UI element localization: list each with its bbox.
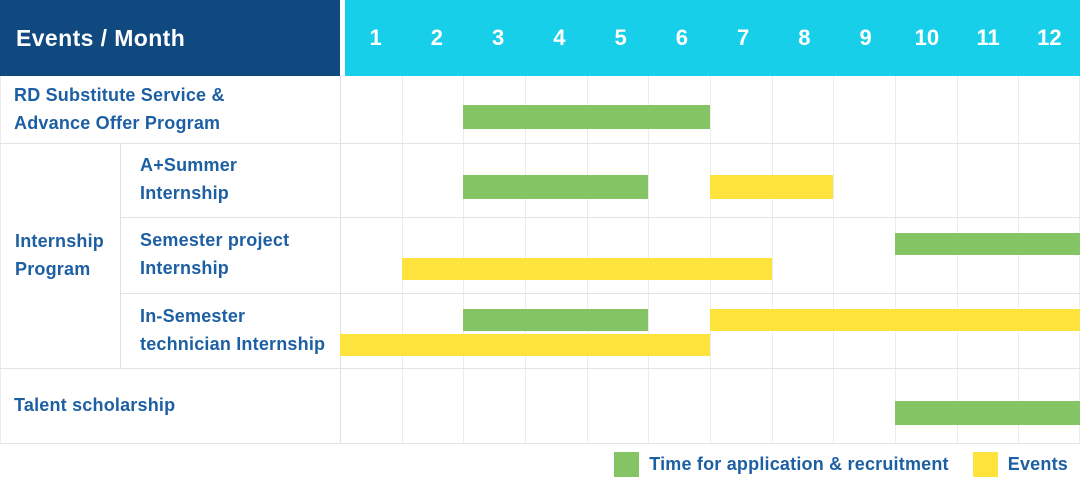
gantt-table: Events / Month 1 2 3 4 5 6 7 8 9 10 11 12 RD Substi… xyxy=(0,0,1080,444)
row-label: In-Semester technician Internship xyxy=(140,305,326,354)
gantt-bar-application xyxy=(463,104,710,129)
grid-line xyxy=(0,143,1080,144)
grid-line xyxy=(833,76,835,443)
gantt-bar-events xyxy=(340,334,710,356)
legend-item: Time for application & recruitment xyxy=(614,452,949,477)
month-header-cell: 6 xyxy=(675,25,688,50)
month-header-cell: 7 xyxy=(737,25,750,50)
legend-label: Time for application & recruitment xyxy=(649,454,949,474)
month-header-cell: 1 xyxy=(369,25,382,50)
gantt-bar-events xyxy=(401,258,772,280)
grid-line xyxy=(120,217,1080,218)
month-header-cell: 8 xyxy=(798,25,811,50)
gantt-bar-application xyxy=(463,175,649,199)
grid-line xyxy=(895,76,896,443)
legend-swatch-events xyxy=(972,452,998,477)
month-header: 1 2 3 4 5 6 7 8 9 10 11 12 xyxy=(345,0,1080,76)
events-month-header: Events / Month xyxy=(0,0,340,76)
grid-line xyxy=(771,76,773,443)
grid-line xyxy=(0,443,1080,444)
group-label: Internship Program xyxy=(15,230,105,279)
legend-item: Events xyxy=(972,452,1068,477)
grid-line xyxy=(1018,76,1020,443)
grid-line xyxy=(0,368,1080,369)
row-label: RD Substitute Service & Advance Offer Pr… xyxy=(14,84,225,133)
month-header-cell: 3 xyxy=(492,25,505,50)
month-header-cell: 11 xyxy=(976,25,1000,50)
legend: Time for application & recruitment Events xyxy=(614,452,1068,477)
row-label: A+Summer Internship xyxy=(140,155,238,203)
grid-line xyxy=(340,76,341,443)
gantt-bar-application xyxy=(895,400,1080,425)
row-label: Talent scholarship xyxy=(14,394,176,415)
legend-swatch-application xyxy=(614,452,640,477)
month-header-cell: 9 xyxy=(859,25,872,50)
legend-label: Events xyxy=(1007,454,1068,474)
month-header-cell: 4 xyxy=(553,25,566,50)
gantt-bar-events xyxy=(710,309,1080,331)
gantt-bar-events xyxy=(710,175,834,199)
month-header-cell: 5 xyxy=(614,25,627,50)
gantt-bar-application xyxy=(895,233,1080,255)
gantt-bar-application xyxy=(463,309,649,331)
month-header-cell: 10 xyxy=(914,25,940,50)
grid-line xyxy=(0,76,1,443)
month-header-cell: 2 xyxy=(430,25,443,50)
events-month-label: Events / Month xyxy=(16,24,186,51)
month-header-cell: 12 xyxy=(1037,25,1062,50)
row-label: Semester project Internship xyxy=(140,230,290,278)
grid-line xyxy=(120,293,1080,294)
grid-line xyxy=(120,143,121,368)
grid-line xyxy=(956,76,958,443)
